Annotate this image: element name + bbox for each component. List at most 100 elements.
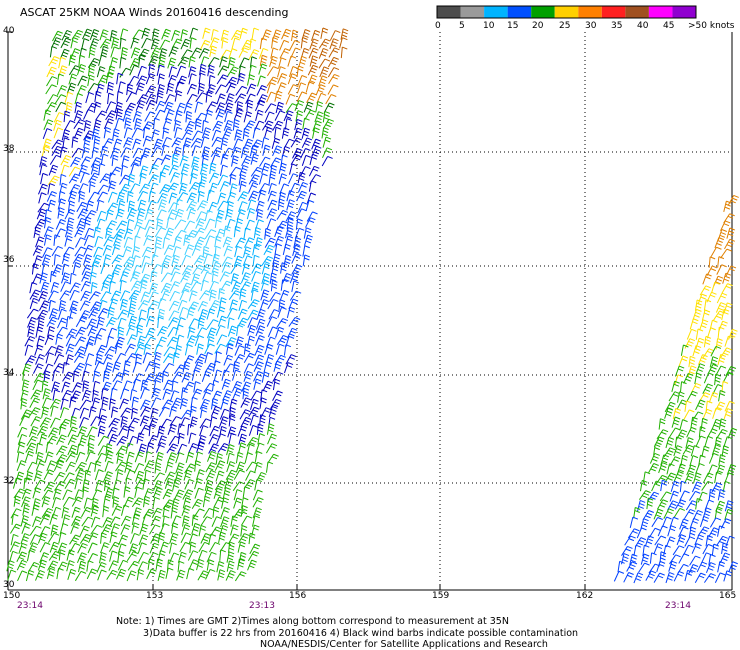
wind-barb (686, 426, 697, 438)
wind-barb (97, 425, 106, 437)
wind-barb (136, 75, 148, 86)
wind-barb (148, 174, 159, 185)
wind-barb (672, 545, 685, 556)
wind-barb (205, 568, 216, 580)
wind-barb (713, 275, 724, 287)
wind-barb (96, 210, 107, 222)
wind-barb (251, 270, 261, 282)
wind-barb (46, 460, 57, 472)
wind-barb (143, 235, 154, 246)
wind-barb (160, 290, 171, 302)
wind-barb (61, 381, 71, 393)
wind-barb (275, 101, 284, 114)
wind-barb (245, 461, 258, 472)
wind-barb (277, 198, 285, 210)
wind-barb (160, 154, 172, 165)
wind-barb (32, 516, 42, 528)
wind-barb (199, 63, 207, 76)
wind-barb (180, 29, 188, 41)
wind-barb (117, 326, 125, 339)
wind-barb (165, 109, 175, 121)
wind-barb (162, 515, 170, 527)
wind-barb (32, 487, 42, 499)
wind-barb (96, 561, 107, 573)
wind-barb (683, 409, 695, 420)
wind-barb (69, 289, 80, 301)
wind-barb (167, 423, 177, 435)
wind-barb (718, 418, 727, 430)
wind-barb (267, 433, 277, 445)
wind-barb (233, 354, 245, 365)
wind-barb (211, 516, 222, 527)
wind-barb (231, 380, 243, 392)
wind-barb (230, 29, 243, 41)
wind-barb (186, 83, 197, 95)
wind-barb (105, 227, 113, 239)
wind-barb (696, 561, 708, 573)
wind-barb (206, 189, 215, 201)
wind-barb (214, 460, 226, 471)
wind-barb (690, 416, 698, 429)
wind-barb (242, 486, 251, 498)
wind-barb (169, 552, 180, 564)
wind-barb (238, 551, 247, 564)
wind-barb (296, 82, 307, 94)
wind-barb (232, 119, 240, 131)
wind-barb (694, 372, 702, 385)
wind-barb (29, 289, 41, 300)
wind-barb (60, 37, 72, 49)
wind-barb (69, 396, 77, 408)
wind-barb (43, 216, 52, 229)
wind-barb (55, 219, 66, 230)
wind-barb (47, 532, 60, 543)
wind-barb (204, 486, 214, 498)
wind-barb (724, 335, 734, 347)
wind-barb (642, 544, 650, 557)
wind-barb (107, 92, 114, 105)
wind-barb (145, 442, 155, 454)
wind-barb (50, 405, 59, 417)
wind-barb (98, 54, 107, 66)
wind-barb (264, 111, 275, 123)
wind-barb (232, 369, 241, 381)
wind-barb (270, 47, 279, 59)
lon-label: 165 (719, 591, 737, 601)
wind-barb (318, 75, 328, 87)
wind-barb (47, 427, 59, 438)
wind-barb (239, 180, 247, 193)
wind-barb (157, 73, 165, 85)
wind-barb (94, 235, 104, 248)
wind-barb (128, 315, 138, 327)
wind-barb (39, 156, 48, 168)
wind-barb (35, 353, 45, 365)
wind-barb (96, 191, 108, 202)
wind-barb (209, 182, 218, 194)
wind-barb (215, 102, 226, 113)
wind-barb (169, 532, 179, 544)
wind-barb (214, 235, 222, 248)
wind-barb (141, 147, 151, 159)
wind-barb (253, 371, 264, 382)
lat-label: 30 (3, 580, 15, 590)
wind-barb (61, 389, 73, 401)
wind-barb (81, 271, 92, 282)
wind-barb (204, 209, 213, 222)
wind-barb (111, 154, 119, 167)
wind-barb (61, 129, 70, 141)
wind-barb (103, 118, 114, 130)
wind-barb (169, 290, 180, 302)
wind-barb (250, 166, 263, 177)
wind-barb (177, 551, 187, 563)
wind-barb (214, 480, 227, 491)
wind-barb (105, 443, 113, 455)
wind-barb (47, 326, 55, 338)
wind-barb (117, 309, 129, 320)
wind-barb (686, 464, 697, 476)
wind-barb (711, 444, 721, 456)
wind-barb (247, 199, 257, 211)
wind-barb (220, 29, 230, 41)
wind-barb (214, 343, 226, 354)
wind-barb (254, 451, 263, 463)
wind-barb (35, 442, 43, 455)
